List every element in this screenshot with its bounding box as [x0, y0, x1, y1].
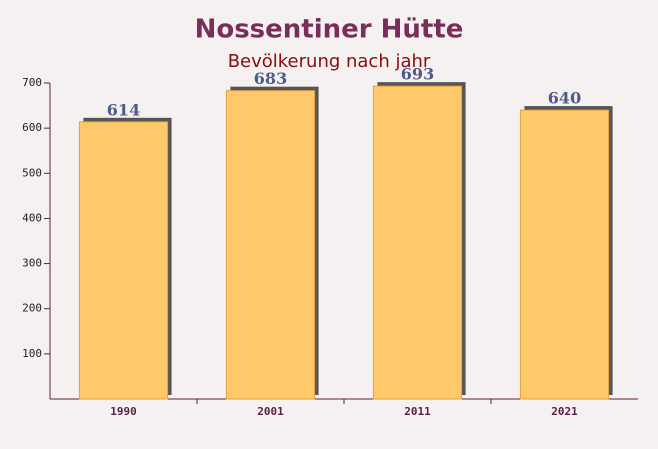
value-label: 614: [107, 100, 140, 119]
value-label: 693: [401, 65, 434, 84]
bar: [78, 121, 169, 400]
y-tick-label: 600: [22, 121, 42, 134]
x-tick-label: 2021: [551, 405, 578, 418]
bar: [225, 90, 316, 400]
chart-title: Nossentiner Hütte: [195, 15, 464, 45]
y-tick-label: 400: [22, 211, 42, 224]
y-tick-label: 700: [22, 76, 42, 89]
y-tick-label: 300: [22, 257, 42, 270]
x-tick-label: 1990: [110, 405, 137, 418]
y-tick-label: 200: [22, 302, 42, 315]
bar: [519, 109, 610, 400]
x-tick-label: 2011: [404, 405, 431, 418]
y-tick-label: 100: [22, 347, 42, 360]
chart-subtitle: Bevölkerung nach jahr: [228, 51, 431, 72]
y-tick-label: 500: [22, 166, 42, 179]
value-label: 683: [254, 69, 287, 88]
x-tick-label: 2001: [257, 405, 284, 418]
bar: [372, 85, 463, 400]
value-label: 640: [548, 89, 581, 108]
